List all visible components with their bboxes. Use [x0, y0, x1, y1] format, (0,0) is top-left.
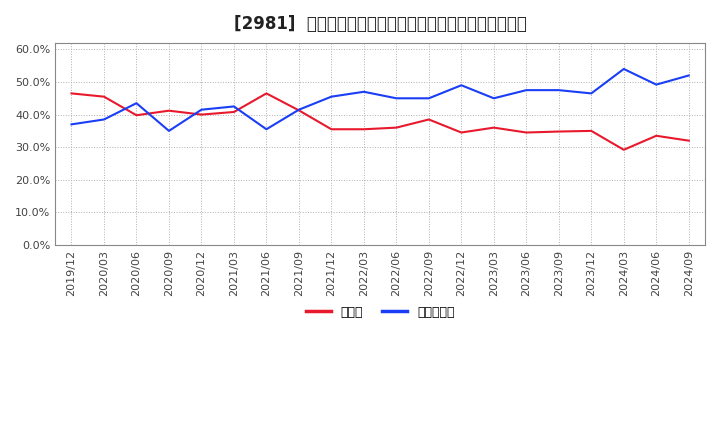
Title: [2981]  現顔金、有利子負債の総資産に対する比率の推移: [2981] 現顔金、有利子負債の総資産に対する比率の推移	[234, 15, 526, 33]
Legend: 現顔金, 有利子負債: 現顔金, 有利子負債	[301, 301, 459, 323]
